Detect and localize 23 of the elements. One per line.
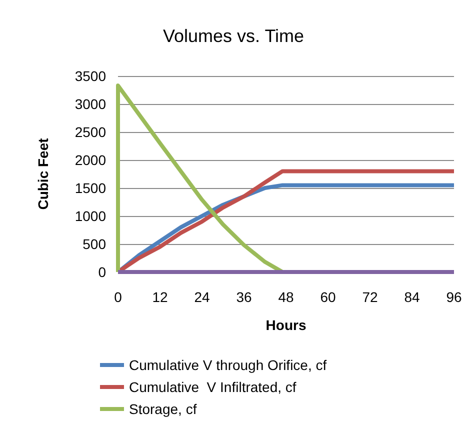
y-tick-label: 1500	[74, 180, 106, 196]
y-axis-title: Cubic Feet	[35, 138, 51, 210]
x-tick-label: 60	[320, 289, 336, 305]
x-tick-label: 96	[446, 289, 462, 305]
x-tick-label: 72	[362, 289, 378, 305]
legend-label: Cumulative V Infiltrated, cf	[129, 379, 296, 395]
x-tick-label: 24	[194, 289, 210, 305]
y-tick-label: 500	[82, 236, 106, 252]
y-tick-label: 2500	[74, 124, 106, 140]
x-axis-title: Hours	[266, 317, 306, 333]
y-tick-label: 0	[98, 264, 106, 280]
x-tick-label: 12	[152, 289, 168, 305]
x-tick-label: 84	[404, 289, 420, 305]
y-tick-label: 3000	[74, 96, 106, 112]
x-tick-label: 48	[278, 289, 294, 305]
y-tick-label: 1000	[74, 208, 106, 224]
y-tick-label: 2000	[74, 152, 106, 168]
x-tick-label: 36	[236, 289, 252, 305]
legend-label: Storage, cf	[129, 401, 197, 417]
legend-label: Cumulative V through Orifice, cf	[129, 357, 327, 373]
chart-title: Volumes vs. Time	[162, 26, 304, 46]
y-tick-label: 3500	[74, 68, 106, 84]
x-tick-label: 0	[114, 289, 122, 305]
